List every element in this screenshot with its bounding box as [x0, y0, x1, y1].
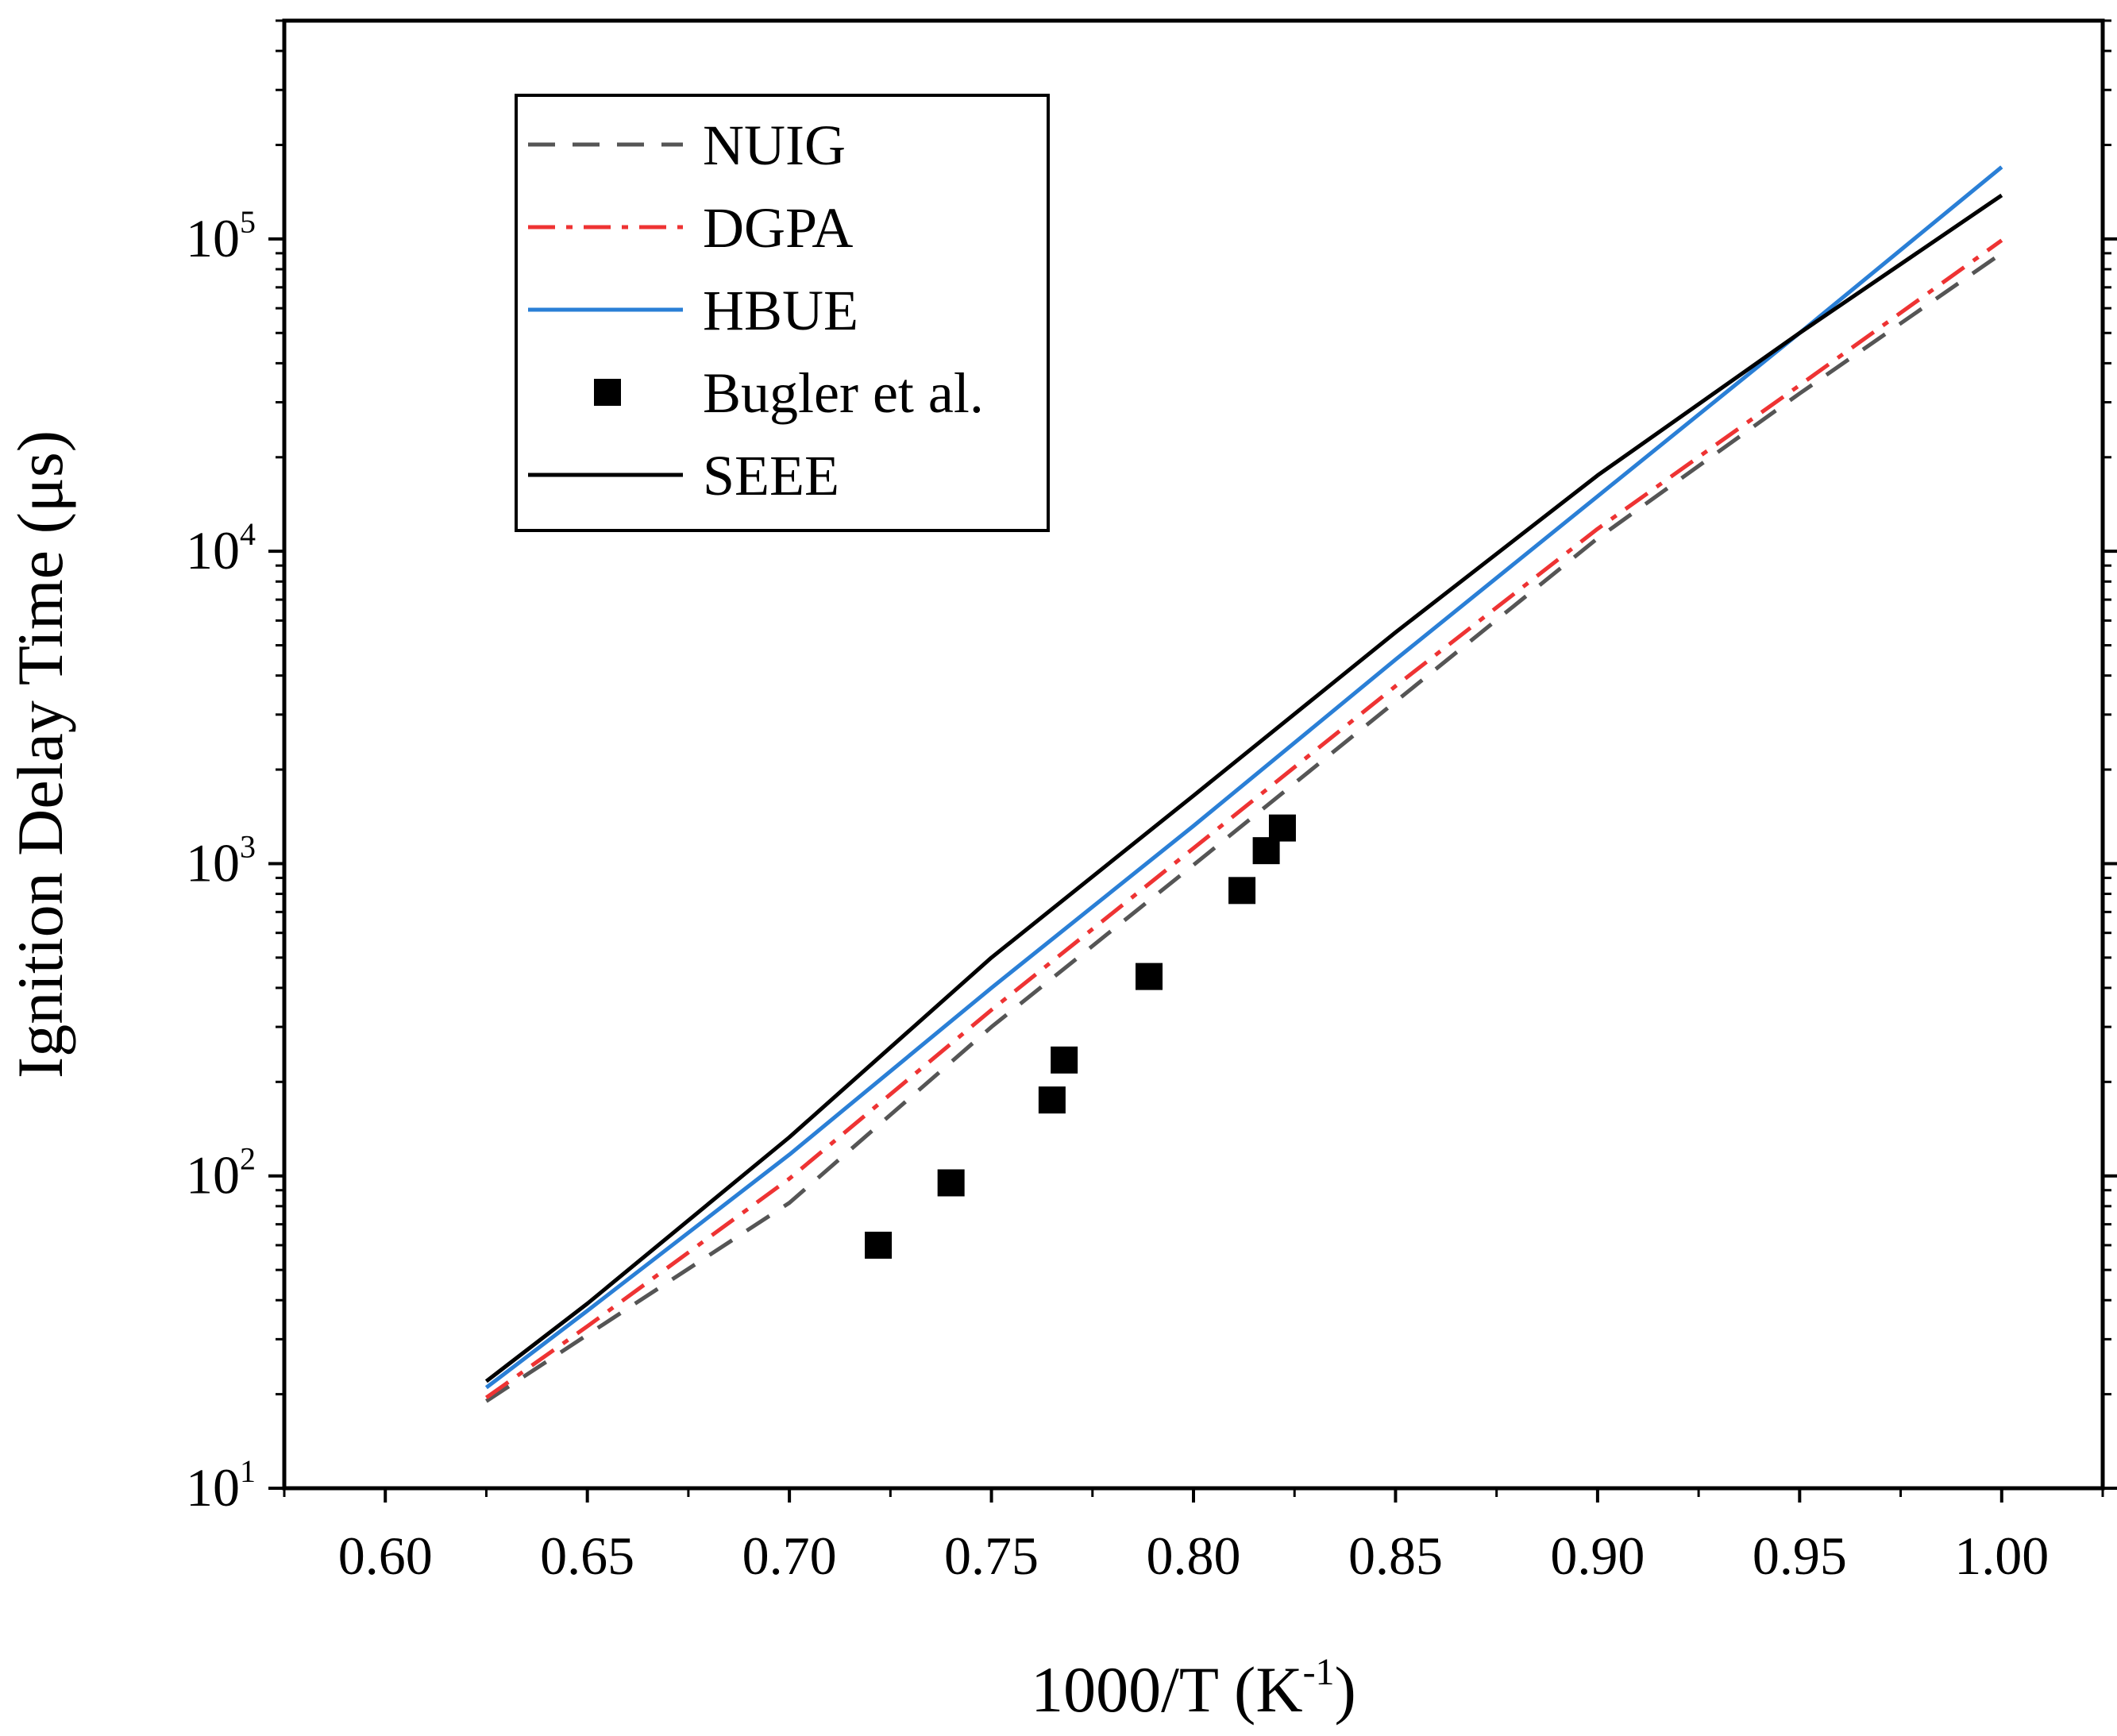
legend-marker-bugler-et-al	[594, 379, 621, 406]
legend-box	[515, 94, 1050, 532]
legend-label-seee: SEEE	[703, 444, 839, 507]
y-tick-label: 104	[186, 516, 256, 581]
x-tick-label: 0.65	[540, 1526, 634, 1586]
tick-labels: 0.60 0.65 0.70 0.75 0.80 0.85 0.90 0.95 1.00 101 1…	[186, 204, 2049, 1586]
series-line-hbue	[484, 165, 2003, 1390]
y-tick-label: 105	[186, 204, 256, 268]
data-point-bugler-et-al	[1038, 1086, 1066, 1114]
series-line-seee	[484, 193, 2003, 1383]
y-tick-label: 102	[186, 1141, 256, 1206]
y-axis-title: Ignition Delay Time (μs)	[4, 430, 76, 1078]
legend: NUIG DGPA HBUE Bugler et al. SEEE	[515, 94, 1050, 532]
data-point-bugler-et-al	[937, 1169, 965, 1197]
x-tick-label: 0.60	[338, 1526, 433, 1586]
legend-label-dgpa: DGPA	[703, 196, 853, 260]
y-tick-label: 101	[186, 1453, 256, 1518]
y-tick-label: 103	[186, 828, 256, 893]
series-line-nuig	[485, 251, 2003, 1403]
data-point-bugler-et-al	[1228, 877, 1256, 905]
series-lines	[484, 165, 2003, 1403]
x-tick-label: 0.95	[1753, 1526, 1847, 1586]
data-point-bugler-et-al	[1252, 837, 1280, 865]
data-point-bugler-et-al	[1051, 1046, 1078, 1074]
data-point-bugler-et-al	[1268, 814, 1296, 842]
x-tick-label: 0.90	[1550, 1526, 1645, 1586]
x-tick-label: 0.75	[944, 1526, 1039, 1586]
x-tick-label: 0.85	[1348, 1526, 1443, 1586]
data-point-bugler-et-al	[865, 1231, 893, 1259]
data-point-bugler-et-al	[1136, 963, 1163, 990]
series-markers	[865, 814, 1296, 1259]
legend-label-bugler-et-al: Bugler et al.	[703, 361, 984, 425]
series-line-dgpa	[484, 238, 2003, 1399]
legend-label-nuig: NUIG	[703, 114, 846, 177]
x-axis-title: 1000/T (K-1)	[1031, 1651, 1356, 1726]
x-tick-label: 0.70	[742, 1526, 837, 1586]
x-tick-label: 1.00	[1954, 1526, 2049, 1586]
legend-items: NUIG DGPA HBUE Bugler et al. SEEE	[528, 114, 984, 507]
axis-ticks	[268, 19, 2117, 1503]
legend-label-hbue: HBUE	[703, 279, 858, 342]
x-tick-label: 0.80	[1147, 1526, 1241, 1586]
